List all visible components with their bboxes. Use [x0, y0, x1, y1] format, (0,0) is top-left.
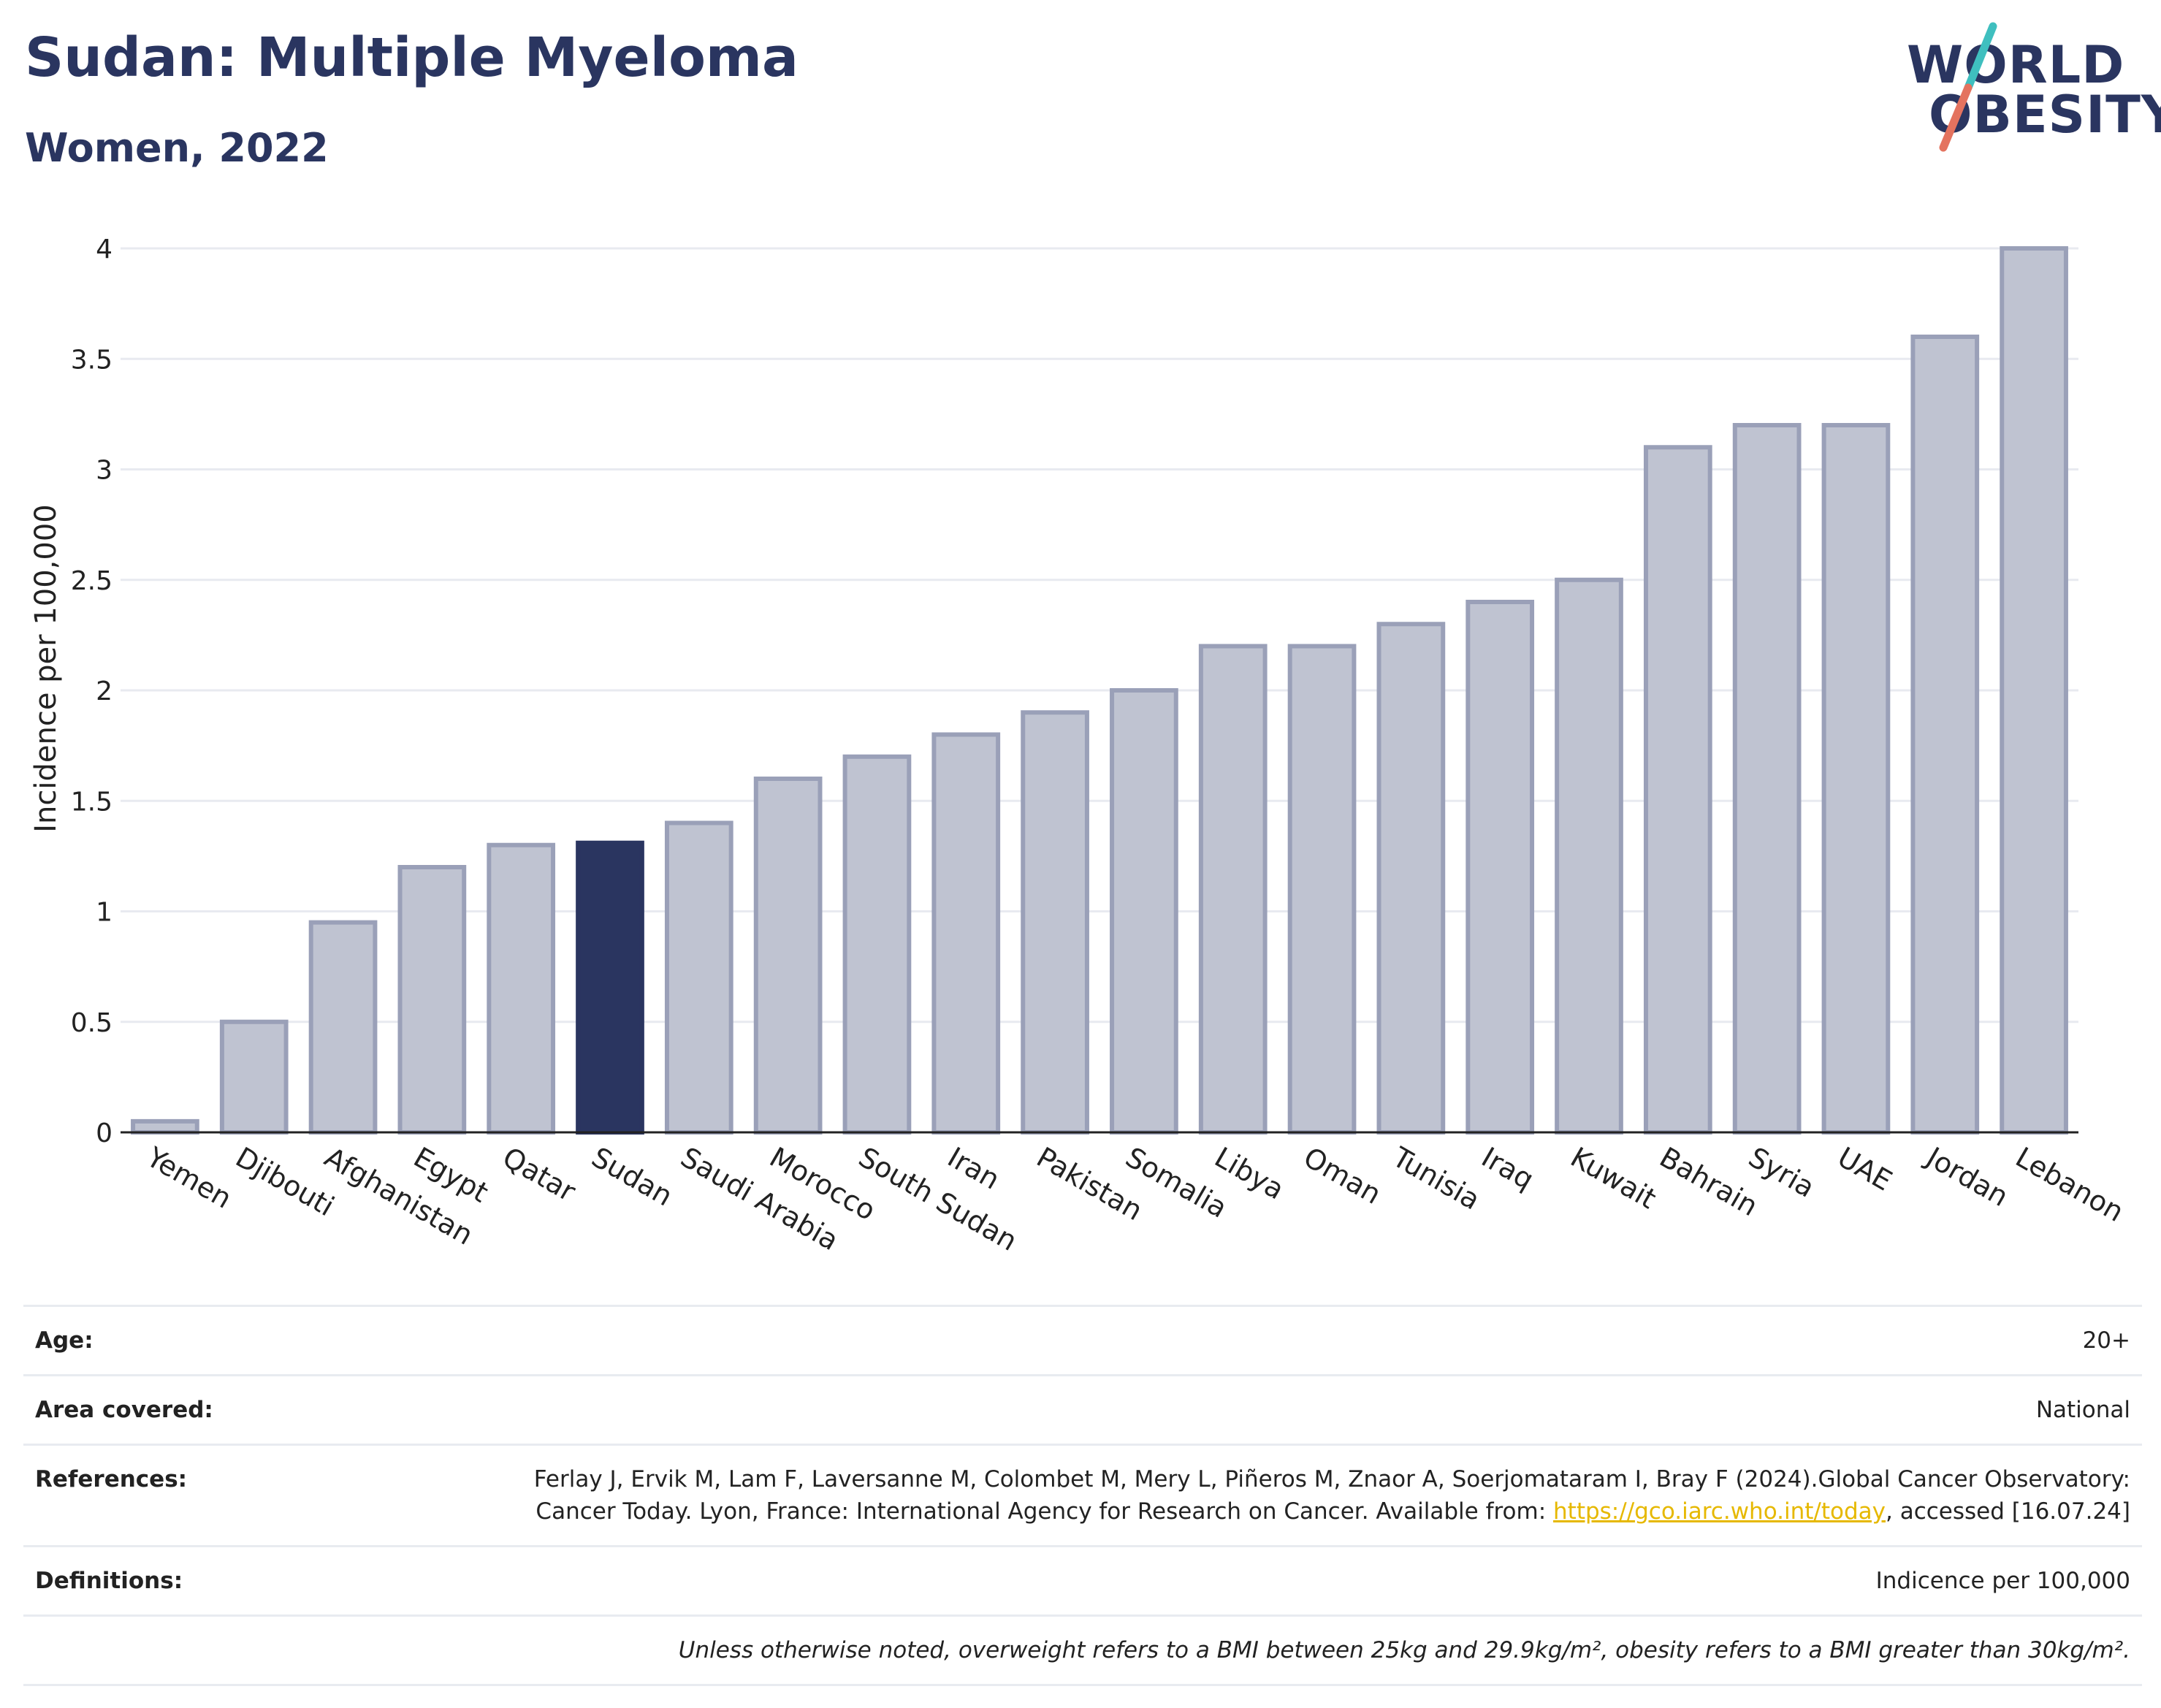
bar-chart: 0 0.5 1 1.5 2 2.5 3 3.5 4 YemenDjiboutiAfghanist… [29, 235, 2130, 1257]
area-value: National [441, 1374, 2142, 1445]
x-tick-label: Iran [942, 1141, 1005, 1196]
page-subtitle: Women, 2022 [25, 125, 329, 171]
logo-slash-icon [1939, 22, 1997, 152]
bar-south-sudan [842, 754, 912, 1135]
y-axis-ticks: 0 0.5 1 1.5 2 2.5 3 3.5 4 [71, 235, 113, 1148]
x-tick-label: Afghanistan [319, 1141, 479, 1251]
y-tick-label: 1.5 [71, 787, 113, 817]
y-tick-label: 0 [96, 1118, 113, 1148]
bars [131, 246, 2068, 1135]
age-label: Age: [23, 1305, 441, 1376]
x-tick-label: Qatar [498, 1141, 582, 1208]
bar-lebanon [2000, 246, 2068, 1135]
age-value: 20+ [441, 1305, 2142, 1376]
bar-iran [931, 732, 1001, 1135]
y-tick-label: 3 [96, 456, 113, 486]
bar-iraq [1466, 600, 1535, 1135]
world-obesity-logo: WORLD OBESITY [1907, 22, 2161, 153]
definitions-label: Definitions: [23, 1545, 441, 1616]
x-tick-label: Kuwait [1566, 1141, 1662, 1216]
y-axis-title: Incidence per 100,000 [29, 504, 63, 833]
bar-syria [1732, 423, 1802, 1135]
bar-egypt [397, 865, 467, 1135]
area-label: Area covered: [23, 1374, 441, 1445]
definitions-value: Indicence per 100,000 [441, 1545, 2142, 1616]
references-link[interactable]: https://gco.iarc.who.int/today [1553, 1498, 1886, 1525]
references-value: Ferlay J, Ervik M, Lam F, Laversanne M, … [441, 1444, 2142, 1547]
x-tick-label: Jordan [1920, 1140, 2013, 1213]
bar-yemen [131, 1118, 199, 1135]
x-tick-label: Tunisia [1387, 1140, 1485, 1216]
bar-oman [1287, 644, 1357, 1135]
bar-sudan [576, 840, 644, 1135]
bar-morocco [753, 777, 823, 1135]
bar-somalia [1110, 688, 1178, 1135]
y-tick-label: 2.5 [71, 566, 113, 596]
x-tick-label: Sudan [587, 1141, 679, 1213]
y-tick-label: 4 [96, 235, 113, 264]
y-tick-label: 0.5 [71, 1008, 113, 1038]
info-row-area: Area covered: National [23, 1374, 2142, 1445]
y-tick-label: 1 [96, 898, 113, 928]
references-label: References: [23, 1444, 441, 1547]
bar-jordan [1910, 335, 1980, 1135]
bmi-note: Unless otherwise noted, overweight refer… [441, 1614, 2142, 1686]
x-tick-label: Bahrain [1654, 1141, 1763, 1223]
bar-uae [1821, 423, 1891, 1135]
info-row-note: Unless otherwise noted, overweight refer… [23, 1614, 2142, 1686]
info-row-age: Age: 20+ [23, 1305, 2142, 1376]
bar-kuwait [1555, 577, 1623, 1135]
x-tick-label: Djibouti [230, 1141, 340, 1223]
references-text: Ferlay J, Ervik M, Lam F, Laversanne M, … [533, 1466, 2130, 1525]
logo-text-line1: WORLD [1907, 35, 2125, 95]
bar-libya [1198, 644, 1268, 1135]
x-tick-label: Oman [1298, 1141, 1387, 1211]
info-row-definitions: Definitions: Indicence per 100,000 [23, 1545, 2142, 1616]
y-tick-label: 2 [96, 676, 113, 706]
x-tick-label: UAE [1832, 1141, 1897, 1197]
x-tick-label: Iraq [1476, 1141, 1539, 1196]
bar-bahrain [1643, 445, 1712, 1135]
x-tick-label: Yemen [141, 1140, 237, 1215]
note-label [23, 1614, 441, 1686]
bar-qatar [487, 842, 556, 1135]
x-tick-label: Lebanon [2011, 1141, 2130, 1228]
bar-saudi-arabia [664, 820, 733, 1135]
page-title: Sudan: Multiple Myeloma [25, 26, 799, 89]
bar-afghanistan [308, 920, 378, 1135]
bar-tunisia [1376, 622, 1446, 1135]
bar-pakistan [1021, 710, 1089, 1135]
info-table: Age: 20+ Area covered: National Referenc… [23, 1305, 2142, 1686]
bar-djibouti [219, 1019, 289, 1135]
y-tick-label: 3.5 [71, 345, 113, 375]
info-row-references: References: Ferlay J, Ervik M, Lam F, La… [23, 1444, 2142, 1547]
references-tail: , accessed [16.07.24] [1885, 1498, 2130, 1525]
